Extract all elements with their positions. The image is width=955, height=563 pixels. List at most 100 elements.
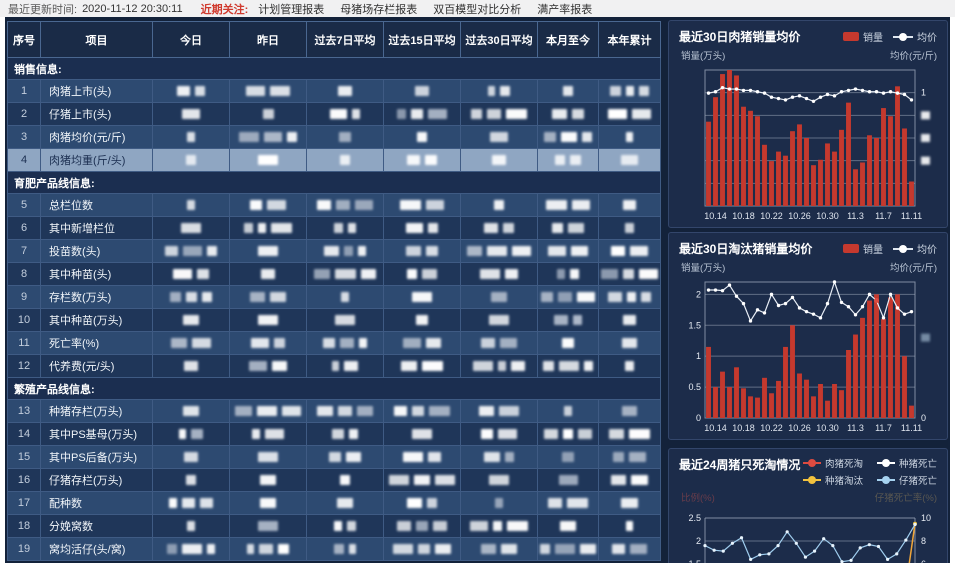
legend-item-sales[interactable]: 销量 — [843, 241, 883, 256]
redacted-value — [153, 240, 229, 262]
redacted-value — [599, 538, 660, 560]
value-cell — [598, 445, 661, 469]
row-label: 死亡率(%) — [40, 331, 153, 355]
value-cell — [598, 285, 661, 309]
table-row-18[interactable]: 18 分娩窝数 — [7, 514, 661, 538]
table-row-10[interactable]: 10 其中种苗(万头) — [7, 308, 661, 332]
svg-text:10.26: 10.26 — [788, 211, 811, 221]
redacted-value — [307, 446, 383, 468]
redacted-value — [307, 492, 383, 514]
redacted-value — [230, 263, 306, 285]
topbar-menu: 计划管理报表 母猪场存栏报表 双百模型对比分析 满产率报表 — [258, 1, 608, 17]
value-cell — [306, 262, 384, 286]
table-row-11[interactable]: 11 死亡率(%) — [7, 331, 661, 355]
legend-item-1[interactable]: 种猪死亡 — [876, 456, 937, 470]
table-row-15[interactable]: 15 其中PS后备(万头) — [7, 445, 661, 469]
redacted-value — [461, 423, 537, 445]
col-header-1: 项目 — [40, 21, 153, 58]
table-row-6[interactable]: 6 其中新增栏位 — [7, 216, 661, 240]
redacted-value — [538, 355, 598, 377]
y-right-label: 均价(元/斤) — [890, 51, 937, 62]
table-row-8[interactable]: 8 其中种苗(头) — [7, 262, 661, 286]
table-row-1[interactable]: 1 肉猪上市(头) — [7, 79, 661, 103]
svg-text:10.22: 10.22 — [760, 423, 783, 433]
menu-item-2[interactable]: 双百模型对比分析 — [433, 3, 522, 16]
legend-label: 肉猪死淘 — [824, 459, 863, 470]
value-cell — [229, 537, 307, 561]
redacted-value — [538, 149, 598, 171]
row-label: 代养费(元/头) — [40, 354, 153, 378]
value-cell — [306, 399, 384, 423]
row-label: 其中PS后备(万头) — [40, 445, 153, 469]
value-cell — [152, 148, 230, 172]
value-cell — [383, 422, 461, 446]
row-label: 配种数 — [40, 491, 153, 515]
value-cell — [460, 125, 538, 149]
value-cell — [306, 216, 384, 240]
table-row-12[interactable]: 12 代养费(元/头) — [7, 354, 661, 378]
table-row-16[interactable]: 16 仔猪存栏(万头) — [7, 468, 661, 492]
value-cell — [460, 445, 538, 469]
value-cell — [383, 514, 461, 538]
legend-item-avgprice[interactable]: 均价 — [893, 29, 937, 44]
redacted-value — [153, 126, 229, 148]
legend-label: 均价 — [917, 33, 937, 44]
value-cell — [383, 239, 461, 263]
row-label: 总栏位数 — [40, 193, 153, 217]
value-cell — [598, 262, 661, 286]
redacted-value — [153, 515, 229, 537]
value-cell — [383, 148, 461, 172]
table-row-3[interactable]: 3 肉猪均价(元/斤) — [7, 125, 661, 149]
table-row-17[interactable]: 17 配种数 — [7, 491, 661, 515]
redacted-value — [538, 240, 598, 262]
value-cell — [460, 262, 538, 286]
value-cell — [383, 331, 461, 355]
value-cell — [537, 422, 599, 446]
redacted-value — [230, 103, 306, 125]
redacted-value — [307, 217, 383, 239]
table-row-13[interactable]: 13 种猪存栏(万头) — [7, 399, 661, 423]
redacted-value — [599, 332, 660, 354]
redacted-value — [538, 309, 598, 331]
legend-label: 仔猪死亡 — [898, 476, 937, 487]
table-row-9[interactable]: 9 存栏数(万头) — [7, 285, 661, 309]
value-cell — [460, 308, 538, 332]
legend-item-avgprice[interactable]: 均价 — [893, 241, 937, 256]
table-row-19[interactable]: 19 窝均活仔(头/窝) — [7, 537, 661, 561]
svg-text:10.18: 10.18 — [732, 211, 755, 221]
redacted-value — [538, 515, 598, 537]
redacted-value — [461, 286, 537, 308]
value-cell — [460, 331, 538, 355]
legend-item-3[interactable]: 仔猪死亡 — [876, 473, 937, 487]
legend-item-2[interactable]: 种猪淘汰 — [802, 473, 863, 487]
table-row-14[interactable]: 14 其中PS基母(万头) — [7, 422, 661, 446]
redacted-value — [307, 103, 383, 125]
svg-text:10.14: 10.14 — [704, 211, 727, 221]
bar-swatch-icon — [843, 244, 859, 253]
redacted-value — [153, 538, 229, 560]
updated-time-value: 2020-11-12 20:30:11 — [82, 2, 183, 15]
row-label: 存栏数(万头) — [40, 285, 153, 309]
table-row-4[interactable]: 4 肉猪均重(斤/头) — [7, 148, 661, 172]
value-cell — [598, 491, 661, 515]
row-label: 其中PS基母(万头) — [40, 422, 153, 446]
value-cell — [537, 239, 599, 263]
row-index: 9 — [7, 285, 41, 309]
menu-item-1[interactable]: 母猪场存栏报表 — [340, 3, 418, 16]
table-row-2[interactable]: 2 仔猪上市(头) — [7, 102, 661, 126]
value-cell — [598, 468, 661, 492]
menu-item-0[interactable]: 计划管理报表 — [258, 3, 325, 16]
redacted-value — [461, 538, 537, 560]
table-row-5[interactable]: 5 总栏位数 — [7, 193, 661, 217]
svg-text:10.30: 10.30 — [816, 423, 839, 433]
menu-item-3[interactable]: 满产率报表 — [537, 3, 593, 16]
value-cell — [537, 216, 599, 240]
value-cell — [383, 354, 461, 378]
redacted-value — [230, 126, 306, 148]
row-label: 其中种苗(万头) — [40, 308, 153, 332]
value-cell — [306, 537, 384, 561]
table-row-7[interactable]: 7 投苗数(头) — [7, 239, 661, 263]
redacted-value — [599, 492, 660, 514]
legend-item-sales[interactable]: 销量 — [843, 29, 883, 44]
legend-item-0[interactable]: 肉猪死淘 — [802, 456, 863, 470]
